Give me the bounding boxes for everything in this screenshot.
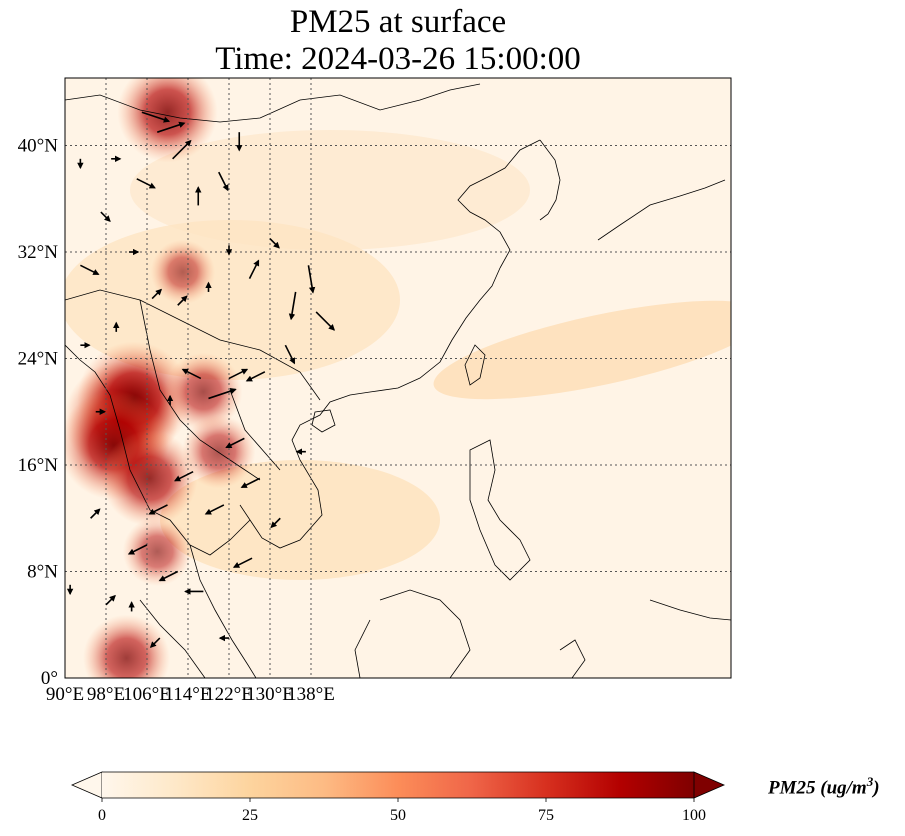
map-title-line2: Time: 2024-03-26 15:00:00 xyxy=(215,41,581,77)
pm25-hotspot xyxy=(83,614,170,678)
lon-tick-label: 130°E xyxy=(246,684,294,705)
coastline-gulf-of-thailand xyxy=(189,519,251,556)
border-indochina xyxy=(139,299,281,481)
coastline-korea xyxy=(539,139,561,221)
lon-tick-label: 114°E xyxy=(165,684,212,705)
colorbar-title: PM25 (ug/m3) xyxy=(768,774,880,799)
wind-arrow xyxy=(148,504,168,515)
map-frame xyxy=(64,77,732,679)
map-plot-area xyxy=(64,77,732,679)
border-china-south xyxy=(65,289,321,401)
colorbar-tick-label: 75 xyxy=(538,807,554,824)
wind-arrow xyxy=(284,344,296,365)
wind-arrow xyxy=(158,570,179,582)
lat-tick-label: 0° xyxy=(41,668,58,689)
border-mongolia xyxy=(65,83,481,123)
lat-tick-label: 32°N xyxy=(18,242,59,263)
pm25-haze-band xyxy=(433,300,731,400)
coastline-taiwan xyxy=(464,344,486,386)
wind-arrow xyxy=(240,477,261,489)
coastline-bay-of-bengal xyxy=(65,344,191,546)
wind-arrow xyxy=(218,171,229,192)
map-title-line1: PM25 at surface xyxy=(289,4,507,40)
wind-arrow xyxy=(105,594,116,606)
wind-arrow xyxy=(245,371,266,382)
coastline-bohai xyxy=(457,139,541,269)
wind-arrow xyxy=(172,139,192,160)
wind-arrow xyxy=(127,544,148,555)
lat-tick-label: 40°N xyxy=(18,136,59,157)
wind-arrow xyxy=(248,259,260,279)
wind-vector-layer xyxy=(66,111,336,648)
coastline-borneo xyxy=(354,589,471,678)
pm25-hotspot xyxy=(101,430,198,527)
coastline-hainan xyxy=(311,409,336,433)
colorbar-max-extension xyxy=(693,771,726,799)
colorbar: 0 25 50 75 100 xyxy=(70,771,726,824)
wind-arrow xyxy=(269,238,280,249)
wind-arrow xyxy=(225,437,245,449)
wind-arrow xyxy=(80,264,100,276)
pm25-haze-band xyxy=(130,130,530,250)
wind-arrow xyxy=(204,504,225,515)
coastline-philippines xyxy=(469,439,531,581)
wind-arrow xyxy=(177,295,188,306)
wind-arrow xyxy=(208,388,237,400)
colorbar-title-superscript: 3 xyxy=(866,774,874,789)
coastline-mainland-china xyxy=(239,267,501,549)
pm25-hotspot xyxy=(150,239,216,305)
wind-arrow xyxy=(156,121,186,133)
lon-tick-label: 106°E xyxy=(123,684,171,705)
wind-arrow xyxy=(181,368,202,380)
lon-tick-label: 90°E xyxy=(46,684,84,705)
wind-arrow xyxy=(151,288,163,300)
coastline-new-guinea-north xyxy=(649,599,731,621)
lat-tick-label: 24°N xyxy=(18,349,59,370)
pm25-hotspot xyxy=(117,78,218,163)
colorbar-gradient xyxy=(102,772,694,798)
wind-arrow xyxy=(149,637,161,648)
latitude-tick-labels: 0° 8°N 16°N 24°N 32°N 40°N xyxy=(18,136,59,690)
pm25-haze-layer xyxy=(65,130,731,580)
wind-arrow xyxy=(315,311,336,331)
coastline xyxy=(65,83,731,678)
colorbar-tick-label: 50 xyxy=(390,807,406,824)
wind-arrow xyxy=(307,265,316,294)
wind-arrow xyxy=(232,557,253,568)
wind-arrow xyxy=(90,508,101,519)
coastline-sulawesi xyxy=(559,639,586,678)
coastline-sumatra xyxy=(139,599,206,678)
wind-arrow xyxy=(288,291,297,321)
colorbar-tick-labels: 0 25 50 75 100 xyxy=(98,798,706,824)
wind-arrow xyxy=(136,178,156,189)
coastline-japan xyxy=(597,179,726,241)
pm25-haze-band xyxy=(160,460,440,580)
colorbar-tick-label: 100 xyxy=(682,807,706,824)
pm25-hotspot xyxy=(182,414,256,489)
pm25-hotspot xyxy=(122,517,192,587)
wind-arrow xyxy=(270,517,281,529)
wind-arrow xyxy=(173,470,194,482)
wind-arrow xyxy=(228,368,249,380)
pm25-haze-band xyxy=(65,220,400,380)
wind-arrow xyxy=(100,211,111,222)
colorbar-tick-label: 25 xyxy=(242,807,258,824)
colorbar-tick-label: 0 xyxy=(98,807,106,824)
colorbar-title-main: PM25 (ug/m xyxy=(768,777,867,799)
lat-tick-label: 16°N xyxy=(18,455,59,476)
colorbar-title-end: ) xyxy=(873,777,880,799)
lon-tick-label: 138°E xyxy=(287,684,335,705)
lon-tick-label: 122°E xyxy=(205,684,253,705)
colorbar-min-extension xyxy=(70,771,103,799)
wind-arrow xyxy=(141,111,171,123)
lat-tick-label: 8°N xyxy=(27,562,58,583)
coastline-malay-peninsula xyxy=(189,544,257,678)
lon-tick-label: 98°E xyxy=(87,684,125,705)
